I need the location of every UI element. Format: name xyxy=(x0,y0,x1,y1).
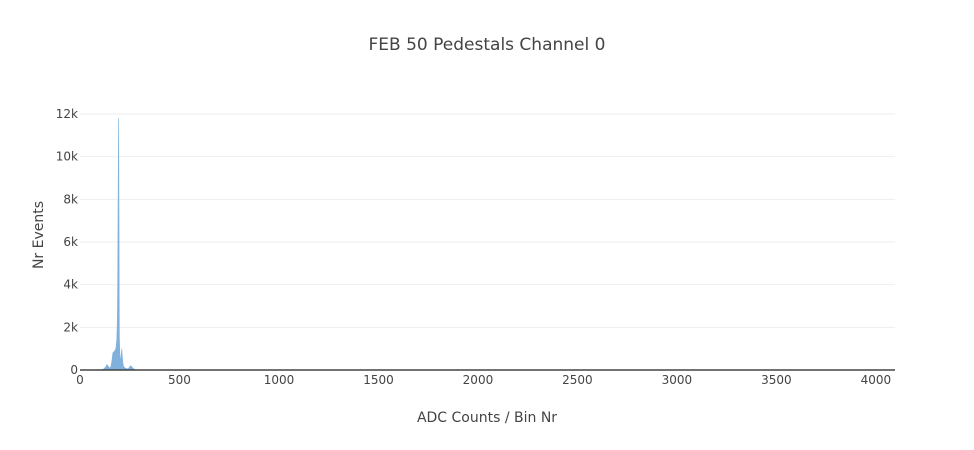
y-tick-label: 6k xyxy=(63,235,78,249)
plot-area xyxy=(99,118,140,371)
y-tick-label: 2k xyxy=(63,320,78,334)
x-axis-ticks: 0 500 1000 1500 2000 2500 3000 3500 4000 xyxy=(76,373,891,387)
grid-lines xyxy=(80,113,895,328)
x-tick-label: 3500 xyxy=(761,373,792,387)
x-tick-label: 500 xyxy=(168,373,191,387)
y-tick-label: 10k xyxy=(56,150,78,164)
y-tick-label: 0 xyxy=(70,363,78,377)
x-tick-label: 1500 xyxy=(363,373,394,387)
y-tick-label: 8k xyxy=(63,192,78,206)
y-axis-ticks: 0 2k 4k 6k 8k 10k 12k xyxy=(56,107,78,377)
x-tick-label: 0 xyxy=(76,373,84,387)
y-axis-label: Nr Events xyxy=(31,201,47,269)
x-axis-label: ADC Counts / Bin Nr xyxy=(417,410,557,426)
x-tick-label: 4000 xyxy=(861,373,892,387)
y-tick-label: 4k xyxy=(63,278,78,292)
y-tick-label: 12k xyxy=(56,107,78,121)
x-tick-label: 3000 xyxy=(662,373,693,387)
x-tick-label: 2000 xyxy=(463,373,494,387)
x-tick-label: 1000 xyxy=(264,373,295,387)
series-area xyxy=(99,118,140,371)
chart-title: FEB 50 Pedestals Channel 0 xyxy=(369,35,606,55)
x-tick-label: 2500 xyxy=(562,373,593,387)
